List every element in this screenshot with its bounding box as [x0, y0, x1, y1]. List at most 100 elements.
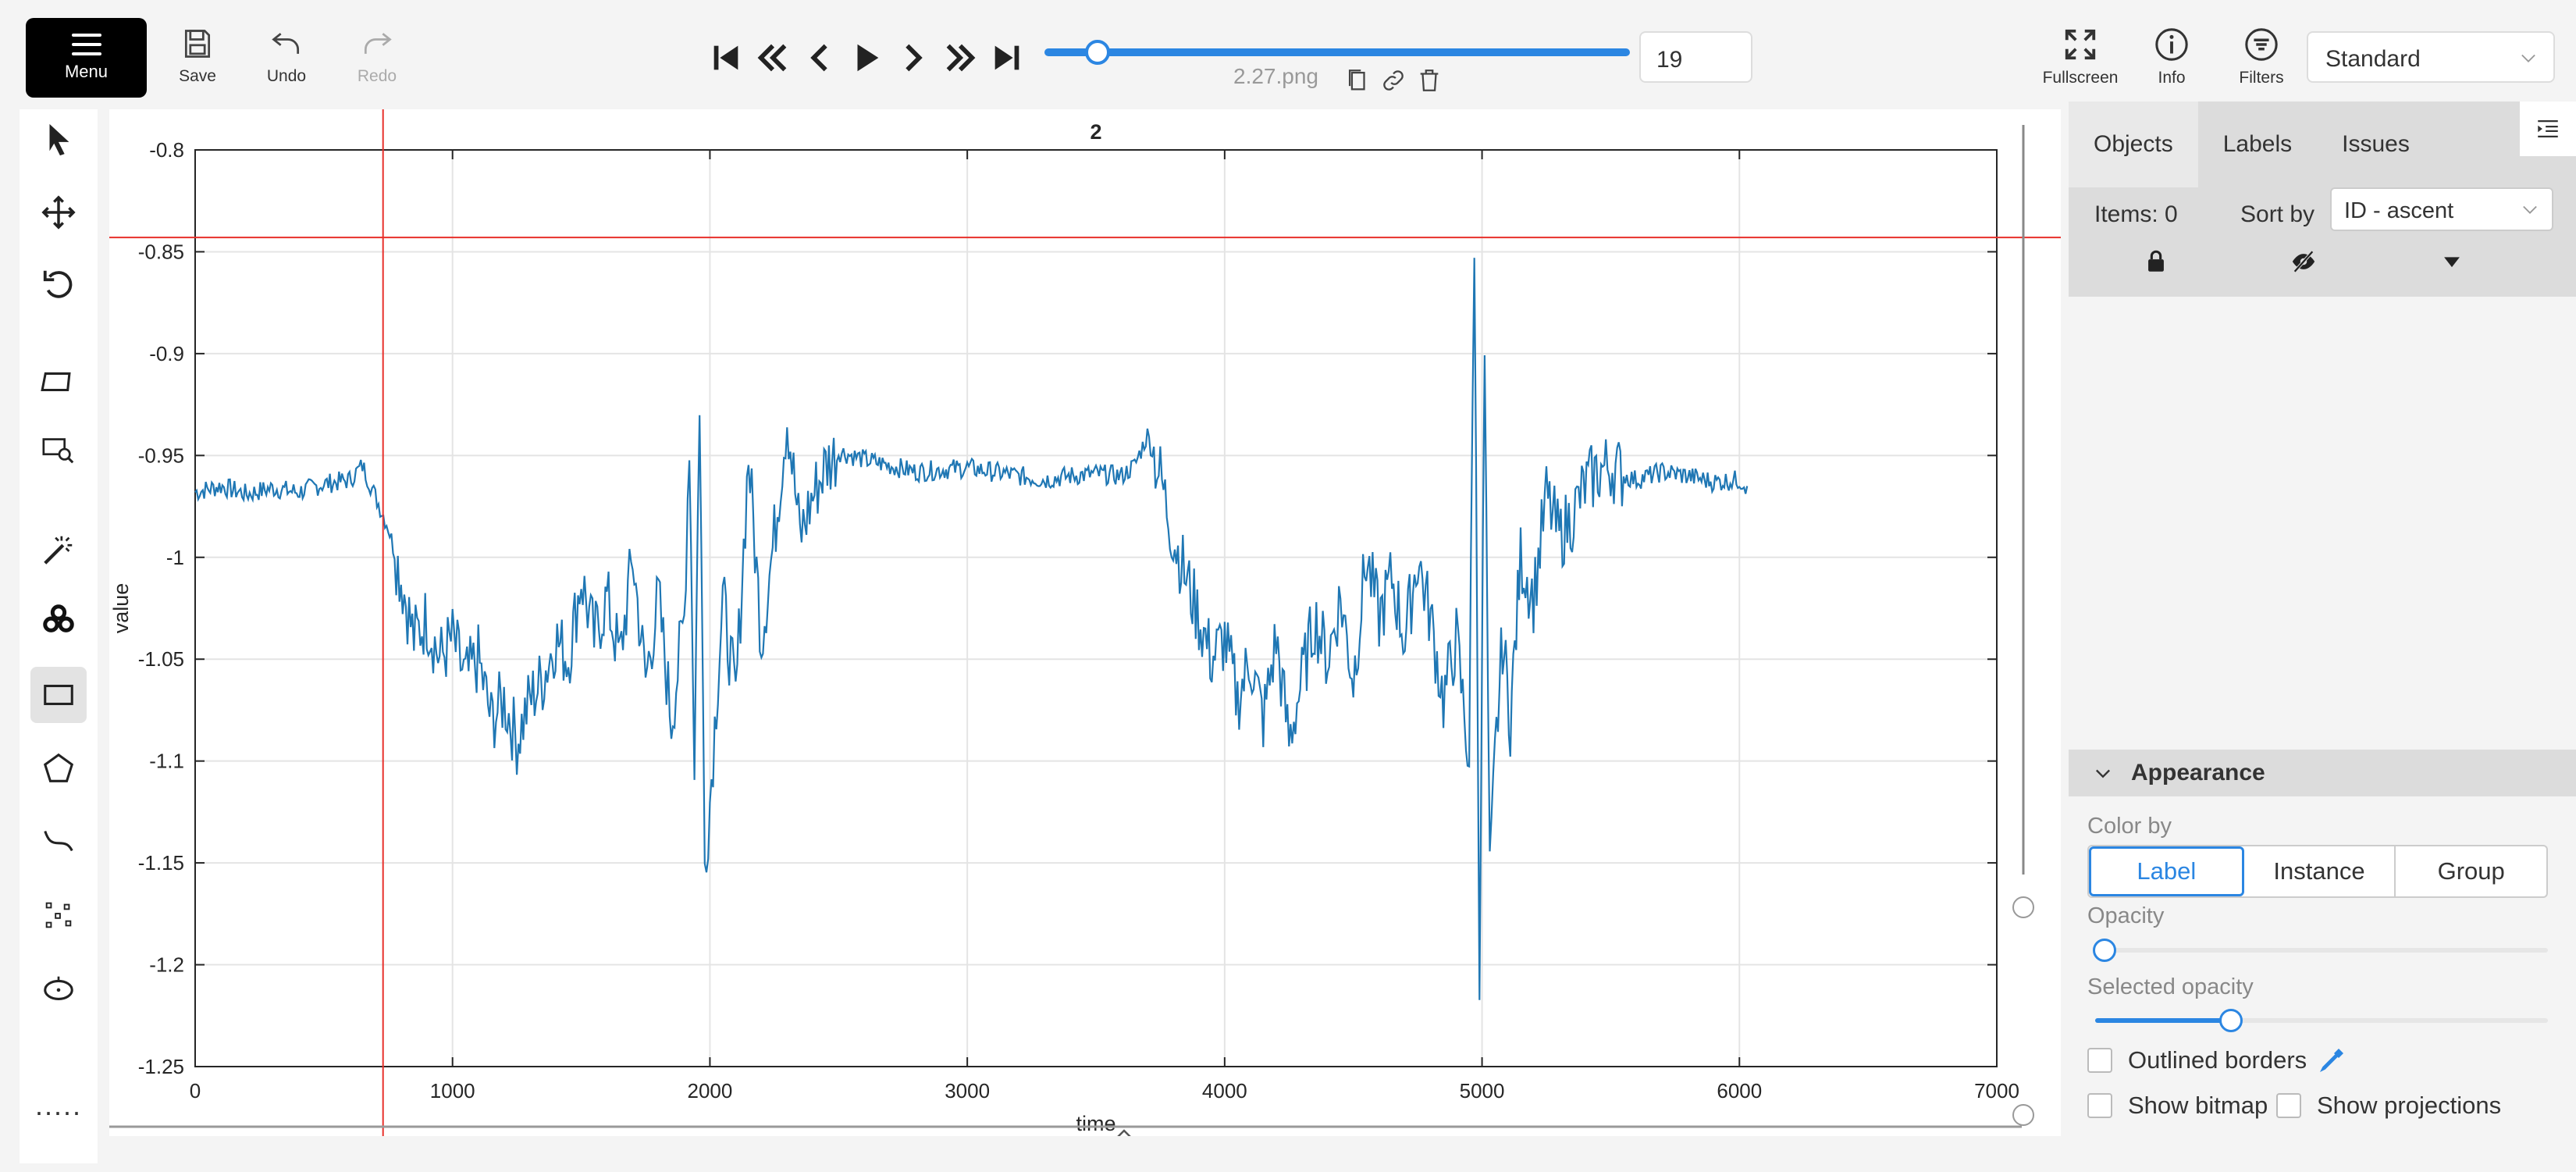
fast-backward-icon	[757, 44, 787, 72]
fullscreen-button[interactable]: Fullscreen	[2037, 27, 2123, 89]
delete-frame-icon[interactable]	[1416, 67, 1443, 94]
objects-sidebar: Objects Labels Issues Items: 0 Sort by ID …	[2069, 102, 2576, 1172]
fullscreen-label: Fullscreen	[2042, 69, 2119, 87]
tab-issues[interactable]: Issues	[2342, 131, 2410, 157]
save-label: Save	[179, 67, 216, 85]
y-tick-label: -1.1	[149, 750, 184, 773]
filters-button[interactable]: Filters	[2218, 27, 2304, 89]
next-frame-button[interactable]	[890, 28, 937, 87]
frame-slider-thumb[interactable]	[1084, 40, 1110, 65]
sort-select[interactable]: ID - ascent	[2330, 187, 2553, 231]
line-chart: 0 1000 2000 3000 4000 5000 6000 7000 -0.8 -0.85 -0…	[109, 109, 2061, 1136]
outlined-borders-checkbox[interactable]: Outlined borders	[2087, 1046, 2346, 1074]
selected-opacity-slider[interactable]	[2095, 1009, 2548, 1032]
menu-button[interactable]: Menu	[26, 18, 147, 98]
x-tick-label: 1000	[430, 1079, 475, 1103]
expand-all-icon[interactable]	[2439, 248, 2465, 275]
hide-all-icon[interactable]	[2290, 248, 2317, 275]
zoom-region-tool[interactable]	[30, 422, 87, 478]
save-button[interactable]: Save	[155, 27, 240, 89]
color-by-label[interactable]: Label	[2089, 846, 2244, 896]
lock-all-icon[interactable]	[2143, 248, 2169, 275]
ellipse-tool[interactable]	[30, 960, 87, 1017]
show-bitmap-label: Show bitmap	[2128, 1092, 2268, 1119]
workspace-select[interactable]: Standard	[2307, 31, 2555, 83]
color-picker-icon[interactable]	[2318, 1046, 2346, 1074]
x-tick-label: 6000	[1717, 1079, 1762, 1103]
first-frame-button[interactable]	[703, 28, 749, 87]
y-tick-label: -1.15	[138, 851, 184, 875]
filename-label: 2.27.png	[1233, 64, 1318, 88]
show-projections-checkbox[interactable]: Show projections	[2276, 1092, 2501, 1120]
tab-objects[interactable]: Objects	[2069, 102, 2198, 187]
polyline-icon	[44, 831, 73, 852]
fit-image-tool[interactable]	[30, 353, 87, 409]
show-projections-label: Show projections	[2317, 1092, 2502, 1119]
color-by-segmented: Label Instance Group	[2087, 845, 2548, 898]
x-tick-label: 3000	[945, 1079, 990, 1103]
plot-image[interactable]: 0 1000 2000 3000 4000 5000 6000 7000 -0.8 -0.85 -0…	[109, 109, 2061, 1136]
y-tick-label: -0.9	[149, 342, 184, 365]
previous-frame-icon	[810, 44, 827, 72]
fast-backward-button[interactable]	[749, 28, 796, 87]
color-by-group[interactable]: Group	[2437, 857, 2505, 885]
previous-frame-button[interactable]	[796, 28, 843, 87]
resize-handle	[2012, 1104, 2034, 1126]
sort-by-label: Sort by	[2240, 201, 2315, 227]
last-frame-button[interactable]	[984, 28, 1030, 87]
player-controls	[703, 28, 1030, 87]
fast-forward-button[interactable]	[937, 28, 984, 87]
plot-frame	[194, 149, 1998, 1067]
x-tick-label: 2000	[688, 1079, 733, 1103]
filters-label: Filters	[2239, 69, 2284, 87]
collapse-sidebar-button[interactable]	[2520, 102, 2576, 156]
rectangle-tool[interactable]	[30, 667, 87, 723]
points-tool[interactable]	[30, 887, 87, 943]
opacity-slider[interactable]	[2092, 939, 2548, 962]
first-frame-icon	[713, 45, 738, 70]
series-line-0	[194, 258, 1749, 1000]
outlined-borders-box[interactable]	[2087, 1048, 2112, 1073]
magic-wand-tool[interactable]	[30, 522, 87, 578]
undo-button[interactable]: Undo	[244, 27, 329, 89]
appearance-header[interactable]: Appearance	[2069, 750, 2576, 796]
move-tool[interactable]	[30, 184, 87, 240]
menu-label: Menu	[64, 62, 109, 81]
scroll-handle	[2012, 896, 2034, 918]
play-button[interactable]	[843, 28, 890, 87]
cursor-tool[interactable]	[30, 111, 87, 167]
y-tick-label: -1.25	[138, 1055, 184, 1078]
openvino-tool[interactable]	[30, 592, 87, 648]
rotate-tool[interactable]	[30, 256, 87, 312]
redo-button[interactable]: Redo	[334, 27, 420, 89]
x-axis-label: time	[1076, 1112, 1115, 1135]
y-axis-label: value	[109, 583, 133, 634]
sidebar-header: Objects Labels Issues Items: 0 Sort by ID …	[2069, 102, 2576, 297]
show-bitmap-checkbox[interactable]: Show bitmap	[2087, 1092, 2268, 1120]
opacity-label: Opacity	[2087, 903, 2165, 928]
polygon-tool[interactable]	[30, 740, 87, 796]
opacity-slider-thumb[interactable]	[2092, 939, 2116, 962]
frame-slider[interactable]	[1044, 40, 1630, 65]
more-tools-button[interactable]: .....	[30, 1078, 87, 1134]
color-by-instance[interactable]: Instance	[2244, 846, 2396, 896]
more-tools-icon: .....	[34, 1089, 82, 1121]
tab-labels[interactable]: Labels	[2222, 131, 2293, 157]
info-button[interactable]: Info	[2129, 27, 2215, 89]
hamburger-icon	[71, 34, 101, 55]
chevron-down-icon	[2523, 205, 2537, 214]
x-tick-label: 5000	[1460, 1079, 1505, 1103]
chevron-up-icon	[1117, 1129, 1131, 1136]
show-projections-box[interactable]	[2276, 1093, 2301, 1118]
selected-opacity-slider-thumb[interactable]	[2219, 1009, 2243, 1032]
y-tick-label: -1.05	[138, 647, 184, 671]
rectangle-icon	[44, 684, 73, 706]
frame-number-input[interactable]: 19	[1639, 31, 1752, 83]
annotation-canvas[interactable]: 0 1000 2000 3000 4000 5000 6000 7000 -0.8 -0.85 -0…	[98, 102, 2065, 1163]
next-frame-icon	[906, 44, 923, 72]
copy-link-icon[interactable]	[1380, 67, 1407, 94]
polyline-tool[interactable]	[30, 812, 87, 868]
copy-filename-icon[interactable]	[1344, 67, 1371, 94]
show-bitmap-box[interactable]	[2087, 1093, 2112, 1118]
